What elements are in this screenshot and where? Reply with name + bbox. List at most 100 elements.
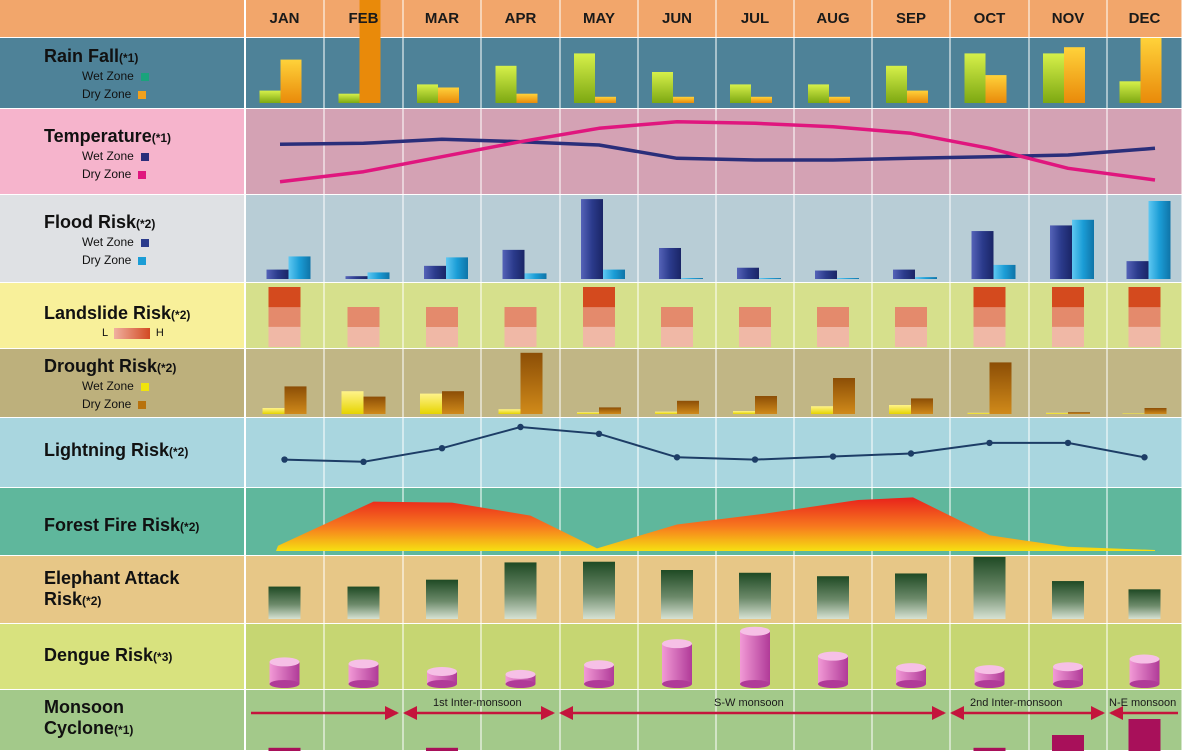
month-label-jul: JUL bbox=[740, 10, 770, 27]
row-band bbox=[245, 418, 1182, 488]
dry-zone-swatch bbox=[138, 400, 147, 409]
dengue-cylinder-base bbox=[740, 680, 770, 688]
dengue-cylinder-top bbox=[348, 659, 379, 669]
lightning-point bbox=[751, 456, 759, 463]
landslide-bar bbox=[1052, 287, 1084, 347]
elephant-bar bbox=[583, 561, 615, 619]
lightning-line bbox=[284, 425, 1145, 463]
landslide-bar bbox=[583, 287, 615, 347]
monsoon-period-label: S-W monsoon bbox=[714, 697, 784, 709]
drought-wet-bar bbox=[655, 411, 677, 414]
monsoon-arrowhead-left bbox=[950, 706, 964, 720]
dengue-cylinder-base bbox=[1053, 680, 1083, 688]
monsoon-arrowhead-left bbox=[403, 706, 417, 720]
month-label-apr: APR bbox=[504, 10, 537, 27]
dengue-cylinder bbox=[505, 674, 536, 684]
lightning-point bbox=[1064, 439, 1072, 447]
row-label-bg bbox=[0, 195, 245, 283]
row-label-lightning: Lightning Risk(*2) bbox=[44, 440, 189, 460]
drought-wet-bar bbox=[733, 411, 755, 414]
monsoon-arrowhead-left bbox=[559, 706, 573, 720]
rainfall-wet-bar bbox=[417, 84, 438, 103]
temperature-dry-line bbox=[279, 119, 1156, 184]
cyclone-bar bbox=[973, 747, 1006, 751]
elephant-bar bbox=[268, 586, 301, 619]
dengue-cylinder bbox=[740, 631, 770, 684]
row-band bbox=[245, 195, 1182, 283]
flood-wet-bar bbox=[971, 231, 994, 279]
rainfall-dry-bar bbox=[595, 96, 616, 103]
dengue-cylinder bbox=[662, 643, 692, 684]
row-label-elephant: Elephant Attack Risk(*2) bbox=[44, 568, 180, 609]
row-band bbox=[245, 690, 1182, 751]
dengue-cylinder-base bbox=[1129, 680, 1160, 688]
dengue-cylinder-base bbox=[974, 680, 1005, 688]
cyclone-bar bbox=[426, 747, 458, 751]
rainfall-dry-bar bbox=[1140, 37, 1162, 103]
lightning-point bbox=[517, 423, 524, 431]
rainfall-wet-bar bbox=[964, 53, 986, 103]
dengue-cylinder bbox=[1053, 666, 1083, 684]
rainfall-wet-bar bbox=[1043, 53, 1064, 103]
forest-fire-area bbox=[276, 497, 1155, 551]
landslide-scale-legend: L H bbox=[102, 327, 164, 339]
row-label-bg bbox=[0, 38, 245, 109]
dengue-cylinder bbox=[269, 661, 300, 684]
dengue-cylinder-base bbox=[269, 680, 300, 688]
drought-wet-bar bbox=[889, 405, 911, 414]
rainfall-dry-bar bbox=[438, 87, 459, 103]
flood-wet-bar bbox=[345, 276, 368, 279]
monsoon-period-label: 1st Inter-monsoon bbox=[433, 697, 522, 709]
rainfall-dry-bar bbox=[751, 96, 772, 103]
low-high-gradient-swatch bbox=[113, 327, 150, 339]
drought-dry-bar bbox=[1068, 412, 1090, 414]
drought-dry-bar bbox=[833, 378, 855, 414]
flood-wet-bar bbox=[1126, 261, 1149, 279]
elephant-bar bbox=[347, 586, 380, 619]
lightning-point bbox=[360, 458, 367, 466]
flood-wet-bar bbox=[581, 199, 603, 279]
month-label-oct: OCT bbox=[973, 10, 1006, 27]
row-label-forest-fire: Forest Fire Risk(*2) bbox=[44, 515, 200, 535]
dengue-cylinder-top bbox=[740, 626, 770, 636]
dengue-cylinder bbox=[818, 656, 848, 684]
rainfall-wet-bar bbox=[730, 84, 751, 103]
wet-zone-swatch bbox=[140, 72, 149, 81]
flood-dry-bar bbox=[288, 256, 311, 279]
wet-zone-swatch bbox=[140, 238, 149, 247]
row-band bbox=[245, 283, 1182, 349]
lightning-point bbox=[595, 430, 603, 438]
flood-dry-bar bbox=[681, 278, 703, 279]
cyclone-bar bbox=[268, 747, 301, 751]
rainfall-wet-bar bbox=[495, 65, 517, 103]
dengue-cylinder-top bbox=[896, 663, 926, 673]
temperature-wet-line bbox=[279, 137, 1156, 162]
drought-dry-bar bbox=[599, 407, 621, 414]
dengue-cylinder-base bbox=[427, 680, 457, 688]
dry-zone-swatch bbox=[138, 256, 147, 265]
rainfall-dry-bar bbox=[673, 96, 694, 103]
dengue-cylinder bbox=[348, 663, 379, 684]
dengue-cylinder-top bbox=[505, 669, 536, 679]
lightning-point bbox=[1141, 454, 1148, 461]
drought-dry-bar bbox=[284, 386, 307, 414]
row-label-bg bbox=[0, 418, 245, 488]
rainfall-wet-bar bbox=[1119, 81, 1141, 103]
month-label-feb: FEB bbox=[348, 10, 379, 27]
landslide-bar-low bbox=[661, 327, 693, 347]
row-band bbox=[245, 556, 1182, 624]
drought-dry-bar bbox=[755, 396, 777, 414]
row-label-monsoon: Monsoon Cyclone(*1) bbox=[44, 697, 134, 738]
monsoon-period-label: 2nd Inter-monsoon bbox=[970, 697, 1063, 709]
dengue-cylinder-base bbox=[818, 680, 848, 688]
month-label-dec: DEC bbox=[1128, 10, 1161, 27]
rainfall-wet-bar bbox=[338, 93, 360, 103]
lightning-point bbox=[438, 445, 446, 452]
dengue-cylinder-base bbox=[896, 680, 926, 688]
dry-zone-swatch bbox=[138, 170, 147, 179]
drought-dry-bar bbox=[677, 400, 699, 414]
flood-wet-bar bbox=[737, 267, 759, 279]
month-label-mar: MAR bbox=[424, 10, 460, 27]
flood-wet-bar bbox=[815, 270, 837, 279]
